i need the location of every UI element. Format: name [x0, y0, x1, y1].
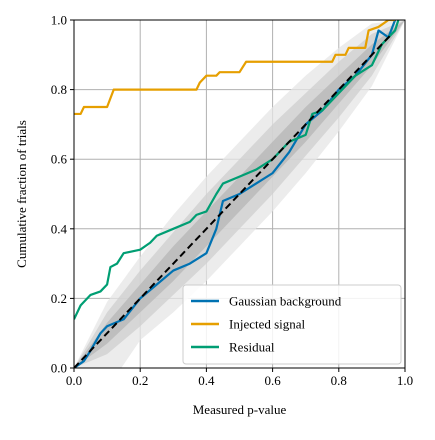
y-tick-label: 0.2 [51, 291, 67, 306]
x-tick-label: 1.0 [397, 373, 413, 388]
y-tick-label: 0.8 [51, 82, 67, 97]
x-tick-label: 0.8 [331, 373, 347, 388]
legend-label: Injected signal [229, 317, 306, 332]
x-tick-label: 0.6 [264, 373, 281, 388]
x-tick-label: 0.2 [132, 373, 148, 388]
y-tick-label: 1.0 [51, 13, 67, 28]
series-line [74, 20, 400, 320]
plot-area [74, 20, 405, 368]
y-axis-label: Cumulative fraction of trials [14, 120, 29, 268]
x-tick-label: 0.4 [198, 373, 215, 388]
series-line [74, 20, 396, 116]
axes-frame [73, 19, 406, 369]
x-axis-label: Measured p-value [193, 402, 287, 417]
legend-label: Gaussian background [229, 294, 342, 309]
y-tick-label: 0.0 [51, 361, 67, 376]
x-tick-label: 0.0 [66, 373, 82, 388]
y-tick-label: 0.4 [51, 221, 68, 236]
legend-label: Residual [229, 340, 275, 355]
legend-box [182, 284, 402, 365]
y-tick-label: 0.6 [51, 152, 68, 167]
